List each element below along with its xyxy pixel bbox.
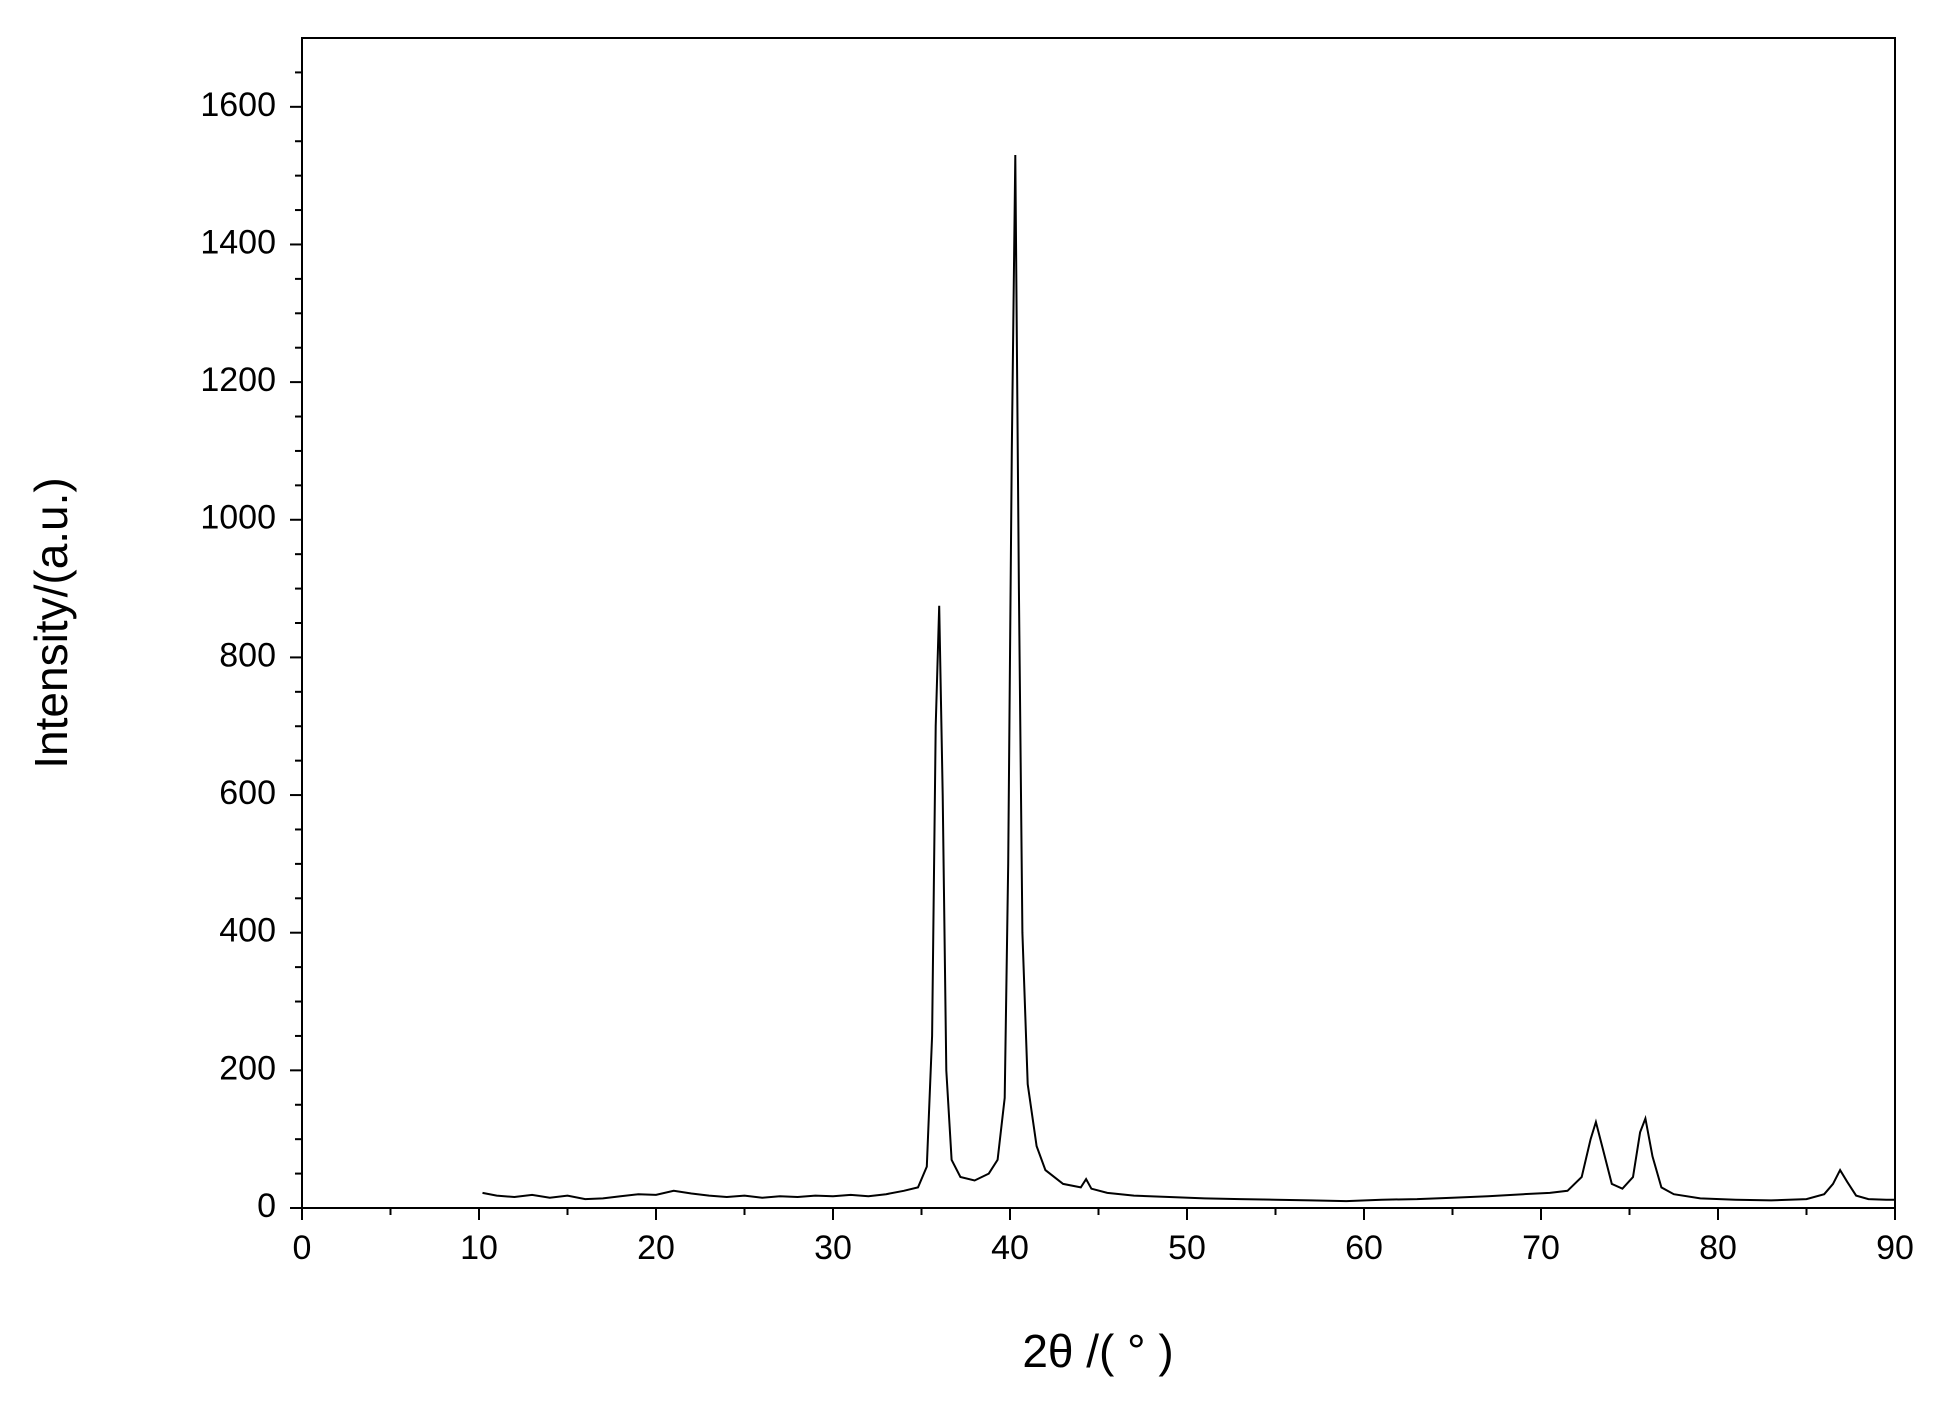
x-tick-label: 50 [1168, 1229, 1206, 1267]
x-tick-label: 0 [293, 1229, 312, 1267]
y-tick-label: 0 [257, 1187, 276, 1225]
x-tick-label: 70 [1522, 1229, 1560, 1267]
y-tick-label: 1000 [200, 499, 276, 537]
y-tick-label: 1200 [200, 361, 276, 399]
x-tick-label: 90 [1876, 1229, 1914, 1267]
x-tick-label: 20 [637, 1229, 675, 1267]
y-tick-label: 800 [219, 636, 276, 674]
y-axis-label: Intensity/(a.u.) [25, 477, 77, 768]
x-tick-label: 80 [1699, 1229, 1737, 1267]
plot-frame [301, 37, 1896, 1209]
x-tick-label: 60 [1345, 1229, 1383, 1267]
x-tick-label: 30 [814, 1229, 852, 1267]
y-tick-label: 1400 [200, 223, 276, 261]
y-tick-label: 400 [219, 912, 276, 950]
data-line [482, 154, 1895, 1203]
x-axis-label: 2θ /( ° ) [1022, 1325, 1173, 1377]
x-tick-label: 10 [460, 1229, 498, 1267]
x-tick-label: 40 [991, 1229, 1029, 1267]
y-tick-label: 200 [219, 1049, 276, 1087]
y-tick-label: 1600 [200, 86, 276, 124]
y-tick-label: 600 [219, 774, 276, 812]
